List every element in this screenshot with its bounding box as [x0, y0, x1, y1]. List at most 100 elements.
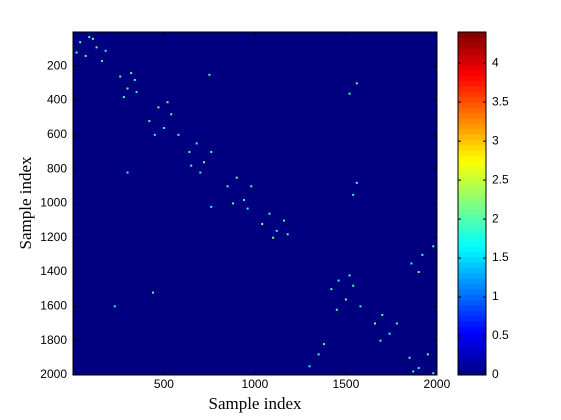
y-tick-label: 600: [47, 127, 67, 141]
colorbar-band: [458, 224, 486, 231]
heatmap-cell: [379, 339, 382, 342]
colorbar-tick-label: 1.5: [492, 250, 509, 264]
colorbar-band: [458, 364, 486, 371]
colorbar: 0 0.5 1 1.5 2 2.5 3 3.5 4: [457, 31, 509, 381]
colorbar-band: [458, 278, 486, 285]
heatmap-cell: [226, 185, 229, 188]
colorbar-band: [458, 74, 486, 81]
colorbar-band: [458, 283, 486, 290]
heatmap-cell: [122, 96, 125, 99]
colorbar-band: [458, 198, 486, 204]
colorbar-band: [458, 112, 486, 119]
heatmap-cell: [95, 46, 98, 49]
heatmap-cell: [101, 60, 104, 63]
heatmap-cell: [202, 161, 205, 164]
y-tick-label: 1800: [40, 333, 67, 347]
heatmap-cell: [79, 41, 82, 44]
colorbar-band: [458, 133, 486, 140]
colorbar-band: [458, 246, 486, 253]
colorbar-band: [458, 305, 486, 312]
y-tick-label: 400: [47, 93, 67, 107]
x-tick-label: 500: [154, 377, 174, 391]
colorbar-tick-label: 3.5: [492, 94, 509, 108]
heatmap-background: [73, 32, 437, 375]
heatmap-cell: [232, 202, 235, 205]
heatmap-cell: [417, 367, 420, 370]
x-axis-label: Sample index: [208, 394, 302, 413]
heatmap-cell: [130, 72, 133, 75]
heatmap-cell: [88, 36, 91, 39]
colorbar-band: [458, 53, 486, 60]
colorbar-band: [458, 58, 486, 65]
heatmap-cell: [374, 322, 377, 325]
heatmap-cell: [113, 305, 116, 308]
heatmap-cell: [133, 78, 136, 81]
colorbar-band: [458, 342, 486, 349]
heatmap-cell: [344, 298, 347, 301]
heatmap-cell: [157, 106, 160, 109]
y-axis-label: Sample index: [16, 156, 35, 250]
y-tick-label: 200: [47, 58, 67, 72]
heatmap-cell: [91, 37, 94, 40]
colorbar-band: [458, 117, 486, 124]
heatmap-cell: [355, 82, 358, 85]
colorbar-tick-label: 3: [492, 133, 499, 147]
y-tick-label: 1200: [40, 230, 67, 244]
colorbar-band: [458, 294, 486, 301]
heatmap-cell: [421, 253, 424, 256]
heatmap-cell: [177, 133, 180, 136]
heatmap-cell: [195, 142, 198, 145]
colorbar-tick-label: 0.5: [492, 328, 509, 342]
colorbar-band: [458, 326, 486, 333]
colorbar-band: [458, 332, 486, 338]
heatmap-cell: [388, 332, 391, 335]
y-tick-label: 1600: [40, 298, 67, 312]
colorbar-band: [458, 337, 486, 344]
colorbar-frame: [457, 31, 487, 376]
colorbar-band: [458, 80, 486, 87]
colorbar-tick-label: 0: [492, 367, 499, 381]
colorbar-band: [458, 123, 486, 129]
heatmap-cell: [170, 113, 173, 116]
colorbar-band: [458, 48, 486, 54]
colorbar-band: [458, 310, 486, 317]
heatmap-cell: [283, 219, 286, 222]
heatmap-cell: [286, 233, 289, 236]
heatmap-cell: [395, 322, 398, 325]
heatmap-cell: [250, 185, 253, 188]
colorbar-band: [458, 107, 486, 113]
heatmap-cell: [410, 262, 413, 265]
colorbar-band: [458, 353, 486, 360]
heatmap-cell: [151, 291, 154, 294]
colorbar-band: [458, 182, 486, 188]
colorbar-tick-label: 1: [492, 289, 499, 303]
heatmap-cell: [268, 212, 271, 215]
x-tick-label: 1500: [333, 377, 360, 391]
plot-area: 500 1000 1500 2000 200 400 600 800 1000 1200 1400 1…: [40, 31, 451, 391]
heatmap-cell: [246, 207, 249, 210]
y-tick-label: 1400: [40, 264, 67, 278]
heatmap-cell: [199, 171, 202, 174]
colorbar-band: [458, 257, 486, 263]
colorbar-band: [458, 160, 486, 167]
colorbar-band: [458, 230, 486, 237]
colorbar-band: [458, 235, 486, 242]
heatmap-cell: [75, 51, 78, 54]
colorbar-band: [458, 273, 486, 280]
colorbar-band: [458, 192, 486, 199]
heatmap-cell: [190, 164, 193, 167]
heatmap-cell: [348, 92, 351, 95]
heatmap-cell: [337, 279, 340, 282]
colorbar-band: [458, 42, 486, 49]
heatmap-cell: [432, 372, 435, 375]
colorbar-tick-label: 2.5: [492, 172, 509, 186]
heatmap-cell: [162, 126, 165, 129]
heatmap-cell: [235, 176, 238, 179]
colorbar-band: [458, 139, 486, 146]
heatmap-cell: [352, 193, 355, 196]
colorbar-band: [458, 69, 486, 76]
colorbar-band: [458, 262, 486, 269]
heatmap-cell: [119, 75, 122, 78]
y-tick-label: 2000: [40, 367, 67, 381]
